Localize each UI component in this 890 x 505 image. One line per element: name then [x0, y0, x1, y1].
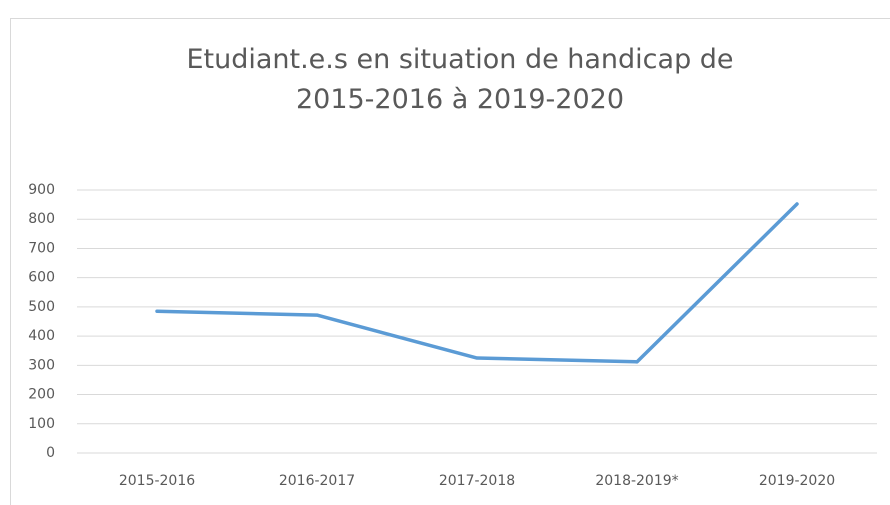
y-tick-label: 200 — [28, 387, 55, 403]
y-tick-label: 100 — [28, 416, 55, 432]
x-tick-label: 2015-2016 — [119, 473, 195, 489]
x-tick-label: 2019-2020 — [759, 473, 835, 489]
y-tick-label: 300 — [28, 357, 55, 373]
line-series — [155, 202, 799, 364]
x-tick-label: 2016-2017 — [279, 473, 355, 489]
y-tick-label: 900 — [28, 182, 55, 198]
y-tick-label: 0 — [46, 445, 55, 461]
chart-border — [10, 18, 890, 505]
y-tick-label: 500 — [28, 299, 55, 315]
y-tick-label: 400 — [28, 328, 55, 344]
x-tick-label: 2018-2019* — [595, 473, 678, 489]
x-tick-label: 2017-2018 — [439, 473, 515, 489]
chart-title: Etudiant.e.s en situation de handicap de… — [186, 44, 734, 115]
y-tick-label: 600 — [28, 270, 55, 286]
y-tick-label: 800 — [28, 211, 55, 227]
y-tick-label: 700 — [28, 240, 55, 256]
